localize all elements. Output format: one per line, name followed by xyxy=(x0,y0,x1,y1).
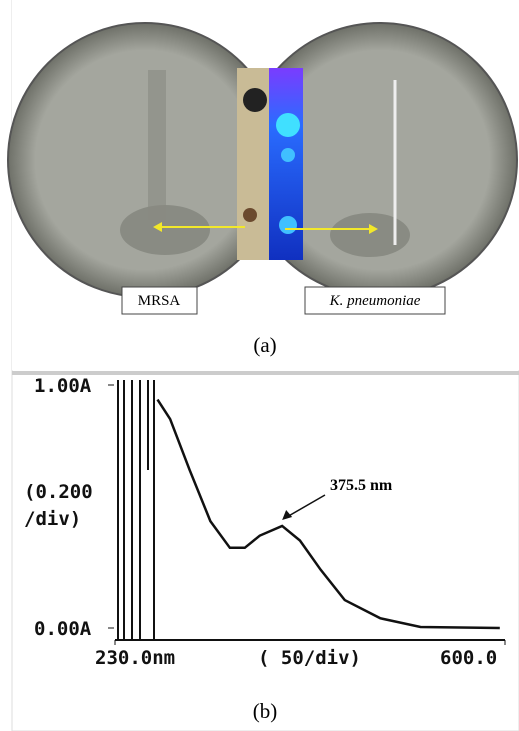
annotation: 375.5 nm xyxy=(330,477,393,494)
x-axis-label: ( 50/div) xyxy=(258,647,361,669)
x-tick-label: 230.0nm xyxy=(95,647,175,669)
photo xyxy=(7,0,519,370)
noise-lines xyxy=(117,380,155,640)
spectrum-line xyxy=(156,398,500,630)
caption-a: (a) xyxy=(253,333,276,357)
label-mrsa: MRSA xyxy=(138,293,181,309)
y-axis-label: /div) xyxy=(24,508,81,530)
caption-b: (b) xyxy=(253,699,278,723)
x-tick-label: 600.0 xyxy=(440,647,497,669)
label-kp: K. pneumoniae xyxy=(329,293,421,309)
y-tick-label: 0.00A xyxy=(34,618,92,640)
arrow-head xyxy=(282,510,293,520)
y-axis-label: (0.200 xyxy=(24,481,93,503)
annotation-arrow xyxy=(284,494,326,519)
y-tick-label: 1.00A xyxy=(34,375,92,397)
